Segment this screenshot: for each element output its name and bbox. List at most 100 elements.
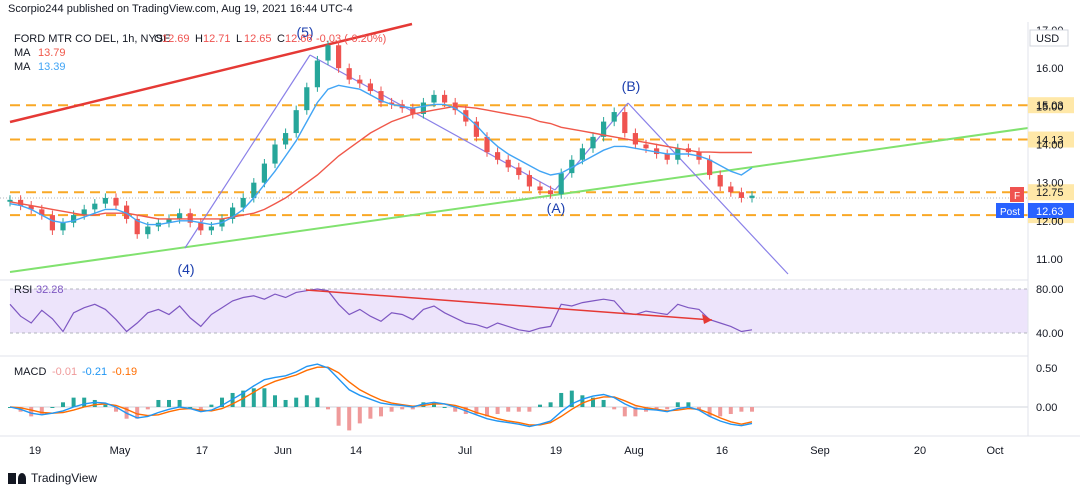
macd-histogram-bar [601,399,606,407]
candle [495,152,501,160]
candle [7,199,13,202]
ma-fast-line [9,84,753,226]
ma2-label: MA [14,61,31,73]
candle [124,205,130,219]
rsi-tick-label: 80.00 [1036,284,1064,296]
candle [643,144,649,149]
macd-histogram-bar [750,407,754,412]
candle [611,112,617,122]
candle [590,136,596,149]
macd-histogram-bar [675,402,680,407]
ohlc-key: L [236,33,242,45]
macd-histogram-bar [188,407,193,408]
candle [632,133,638,145]
candle [484,136,490,153]
macd-histogram-bar [485,407,489,417]
flag-badge [1010,187,1024,202]
flag-label: F [1014,191,1020,202]
macd-histogram-bar [379,407,383,417]
time-tick-label: 14 [350,445,362,457]
candle [622,112,628,134]
candle [39,209,45,216]
macd-histogram-bar [495,407,500,415]
candle [325,45,331,61]
candle [71,215,77,223]
candle [293,110,299,134]
macd-histogram-bar [61,402,65,407]
candle [18,199,24,206]
ma1-value: 13.79 [38,47,66,59]
candle [410,108,416,114]
macd-line [9,363,753,428]
resistance-trendline [9,22,413,124]
ma2-value: 13.39 [38,61,66,73]
rsi-tick-label: 40.00 [1036,328,1064,340]
currency-box [1029,29,1069,47]
time-tick-label: May [110,445,131,457]
macd-histogram-bar [156,399,161,407]
candle [113,197,119,206]
candle [134,218,140,235]
macd-histogram-bar [304,395,309,407]
macd-histogram-bar [548,402,553,407]
candle [92,203,98,210]
candle [177,213,183,219]
time-tick-label: 19 [29,445,41,457]
macd-histogram-bar [538,404,542,407]
macd-histogram-bar [82,397,87,407]
candle [749,195,755,198]
macd-histogram-bar [368,407,373,419]
change-value: -0.03 (-0.20%) [316,33,386,45]
macd-histogram-bar [177,399,182,407]
post-badge [996,203,1024,218]
candle [357,79,363,84]
candle [558,173,564,195]
macd-histogram-bar [273,395,277,407]
macd-histogram-bar [665,407,670,410]
macd-histogram-bar [400,407,405,410]
candle [537,186,543,191]
candle [420,102,426,114]
macd-tick-label: 0.50 [1036,363,1057,375]
candle [28,205,34,210]
price-tick-label: 16.00 [1036,63,1064,75]
candle [240,197,246,208]
macd-histogram-bar [262,388,267,407]
candle [601,121,607,137]
wave-label: (A) [547,200,566,216]
candle [251,182,257,198]
candle [230,207,236,219]
macd-pane[interactable]: MACD -0.01 -0.21 -0.19 [8,363,1028,431]
macd-histogram-bar [315,397,320,407]
level-tag-label: 14.13 [1036,135,1064,147]
ohlc-value: 12.66 [285,33,313,45]
price-tick-label: 12.00 [1036,216,1064,228]
macd-histogram-bar [198,407,203,412]
macd-histogram-bar [739,407,744,412]
publish-header: Scorpio244 published on TradingView.com,… [8,3,353,15]
macd-tick-label: 0.00 [1036,402,1057,414]
candle [707,159,713,176]
candle [346,68,352,80]
macd-histogram-bar [654,407,659,410]
candle [187,213,193,223]
macd-histogram-bar [718,407,723,417]
time-tick-label: 17 [196,445,208,457]
macd-histogram-bar [612,407,617,410]
wave-pattern-line [627,102,789,275]
price-tick-label: 11.00 [1036,254,1063,266]
axes: 15.0314.1312.7512.1517.0016.0015.0014.00… [0,22,1080,457]
rsi-divergence-line [305,289,713,321]
level-tag-bg [1028,184,1074,201]
last-price-tag [1028,203,1074,218]
tradingview-logo-icon [8,472,26,484]
ohlc-key: C [277,33,285,45]
rsi-value: 32.28 [36,284,64,296]
macd-value: -0.19 [112,366,137,378]
macd-histogram-bar [71,397,76,407]
rsi-pane[interactable]: RSI 32.28 [9,284,1028,334]
macd-histogram-bar [580,395,585,407]
time-tick-label: 20 [914,445,926,457]
